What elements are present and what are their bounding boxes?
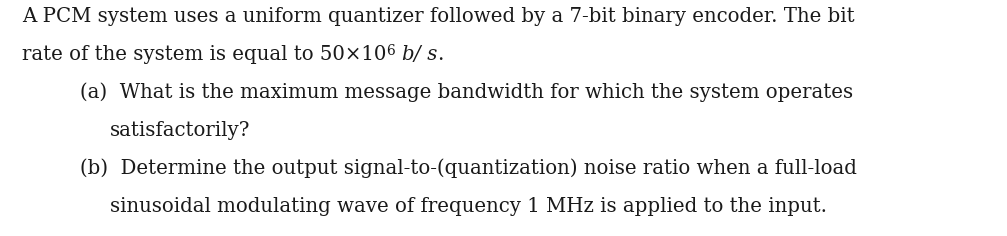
Text: /: / [414, 45, 421, 64]
Text: .: . [437, 45, 443, 64]
Text: satisfactorily?: satisfactorily? [110, 121, 251, 140]
Text: 6: 6 [387, 44, 395, 58]
Text: b: b [402, 45, 414, 64]
Text: sinusoidal modulating wave of frequency 1 MHz is applied to the input.: sinusoidal modulating wave of frequency … [110, 197, 827, 216]
Text: (a)  What is the maximum message bandwidth for which the system operates: (a) What is the maximum message bandwidt… [80, 82, 853, 102]
Text: rate of the system is equal to 50×10: rate of the system is equal to 50×10 [22, 45, 387, 64]
Text: A PCM system uses a uniform quantizer followed by a 7-bit binary encoder. The bi: A PCM system uses a uniform quantizer fo… [22, 7, 855, 26]
Text: s: s [421, 45, 437, 64]
Text: (b)  Determine the output signal-to-(quantization) noise ratio when a full-load: (b) Determine the output signal-to-(quan… [80, 158, 857, 178]
